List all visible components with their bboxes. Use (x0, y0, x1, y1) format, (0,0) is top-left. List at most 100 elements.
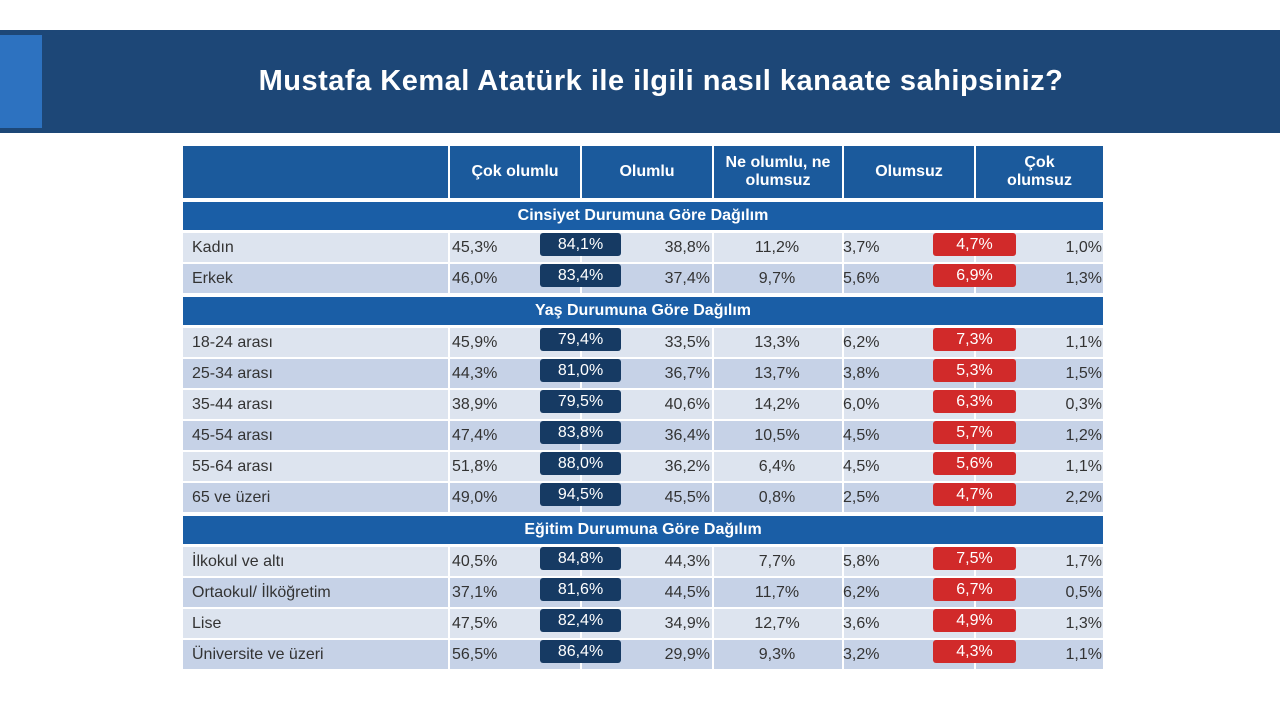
cell-value: 29,9% (664, 646, 710, 663)
column-divider (842, 328, 844, 357)
cell-value: 36,7% (664, 365, 710, 382)
column-divider (842, 421, 844, 450)
column-divider (448, 328, 450, 357)
row-label: 45-54 arası (192, 427, 273, 444)
column-divider (712, 359, 714, 388)
cell-value: 5,6% (843, 270, 880, 287)
cell-value: 47,4% (452, 427, 498, 444)
cell-value: 0,8% (758, 489, 796, 506)
column-divider (448, 547, 450, 576)
column-divider (448, 233, 450, 262)
total-badge: 6,9% (933, 264, 1016, 287)
total-badge: 83,4% (540, 264, 621, 287)
cell-value: 56,5% (452, 646, 498, 663)
cell-value: 1,7% (1065, 553, 1102, 570)
cell-value: 44,5% (664, 584, 710, 601)
total-badge: 83,8% (540, 421, 621, 444)
cell-value: 40,5% (452, 553, 498, 570)
cell-value: 13,3% (754, 334, 800, 351)
column-divider (842, 609, 844, 638)
column-divider (842, 233, 844, 262)
row-label: 18-24 arası (192, 334, 273, 351)
column-header-text: Ne olumlu, ne olumsuz (725, 154, 831, 189)
cell-value: 33,5% (664, 334, 710, 351)
table-row: Erkek 46,0% 83,4% 37,4% 9,7% 5,6% 6,9% 1,3% (183, 264, 1103, 293)
row-label: 25-34 arası (192, 365, 273, 382)
section-title: Cinsiyet Durumuna Göre Dağılım (183, 202, 1103, 230)
column-divider (842, 547, 844, 576)
column-divider (448, 578, 450, 607)
column-header-text: Olumsuz (875, 163, 943, 180)
total-badge: 7,5% (933, 547, 1016, 570)
table-row: 25-34 arası 44,3% 81,0% 36,7% 13,7% 3,8% 5,3% 1… (183, 359, 1103, 388)
column-divider (842, 264, 844, 293)
column-divider (448, 483, 450, 512)
row-label: 55-64 arası (192, 458, 273, 475)
column-divider (448, 609, 450, 638)
cell-value: 2,2% (1065, 489, 1102, 506)
table-row: 35-44 arası 38,9% 79,5% 40,6% 14,2% 6,0% 6,3% 0… (183, 390, 1103, 419)
title-accent (0, 35, 42, 128)
column-divider (842, 359, 844, 388)
total-badge: 5,7% (933, 421, 1016, 444)
cell-value: 10,5% (754, 427, 800, 444)
total-badge: 81,0% (540, 359, 621, 382)
cell-value: 37,1% (452, 584, 498, 601)
cell-value: 3,2% (843, 646, 880, 663)
cell-value: 46,0% (452, 270, 498, 287)
column-divider (842, 640, 844, 669)
cell-value: 3,8% (843, 365, 880, 382)
table-row: 45-54 arası 47,4% 83,8% 36,4% 10,5% 4,5% 5,7% 1… (183, 421, 1103, 450)
row-label: Üniversite ve üzeri (192, 646, 324, 663)
total-badge: 79,4% (540, 328, 621, 351)
total-badge: 5,6% (933, 452, 1016, 475)
table-row: Kadın 45,3% 84,1% 38,8% 11,2% 3,7% 4,7% 1,0% (183, 233, 1103, 262)
cell-value: 2,5% (843, 489, 880, 506)
table-row: 18-24 arası 45,9% 79,4% 33,5% 13,3% 6,2% 7,3% 1… (183, 328, 1103, 357)
total-badge: 86,4% (540, 640, 621, 663)
row-label: Kadın (192, 239, 234, 256)
column-divider (448, 359, 450, 388)
cell-value: 6,2% (843, 334, 880, 351)
column-header: Çok olumsuz (974, 146, 1103, 198)
total-badge: 4,9% (933, 609, 1016, 632)
cell-value: 12,7% (754, 615, 800, 632)
column-divider (842, 578, 844, 607)
title-bar (0, 30, 1280, 133)
total-badge: 88,0% (540, 452, 621, 475)
cell-value: 6,2% (843, 584, 880, 601)
total-badge: 82,4% (540, 609, 621, 632)
table-row: 55-64 arası 51,8% 88,0% 36,2% 6,4% 4,5% 5,6% 1,… (183, 452, 1103, 481)
cell-value: 11,7% (754, 584, 800, 601)
column-header-text: Olumlu (619, 163, 675, 180)
total-badge: 84,8% (540, 547, 621, 570)
column-divider (712, 483, 714, 512)
column-header-text: Çok olumlu (471, 163, 559, 180)
cell-value: 3,6% (843, 615, 880, 632)
cell-value: 6,4% (758, 458, 796, 475)
cell-value: 49,0% (452, 489, 498, 506)
column-divider (712, 390, 714, 419)
table-header: Çok olumlu Olumlu Ne olumlu, ne olumsuz Olu… (183, 146, 1103, 198)
row-label: Erkek (192, 270, 233, 287)
table-row: 65 ve üzeri 49,0% 94,5% 45,5% 0,8% 2,5% 4,7% 2,… (183, 483, 1103, 512)
cell-value: 0,5% (1065, 584, 1102, 601)
cell-value: 1,0% (1065, 239, 1102, 256)
cell-value: 40,6% (664, 396, 710, 413)
cell-value: 38,8% (664, 239, 710, 256)
cell-value: 37,4% (664, 270, 710, 287)
table-row: Lise 47,5% 82,4% 34,9% 12,7% 3,6% 4,9% 1,3% (183, 609, 1103, 638)
cell-value: 7,7% (758, 553, 796, 570)
cell-value: 9,3% (758, 646, 796, 663)
column-divider (712, 233, 714, 262)
column-header: Olumlu (580, 146, 712, 198)
page-title: Mustafa Kemal Atatürk ile ilgili nasıl k… (258, 65, 1064, 97)
column-divider (712, 452, 714, 481)
cell-value: 3,7% (843, 239, 880, 256)
row-label: Lise (192, 615, 222, 632)
cell-value: 36,2% (664, 458, 710, 475)
total-badge: 4,7% (933, 483, 1016, 506)
cell-value: 1,3% (1065, 270, 1102, 287)
column-divider (448, 452, 450, 481)
cell-value: 5,8% (843, 553, 880, 570)
